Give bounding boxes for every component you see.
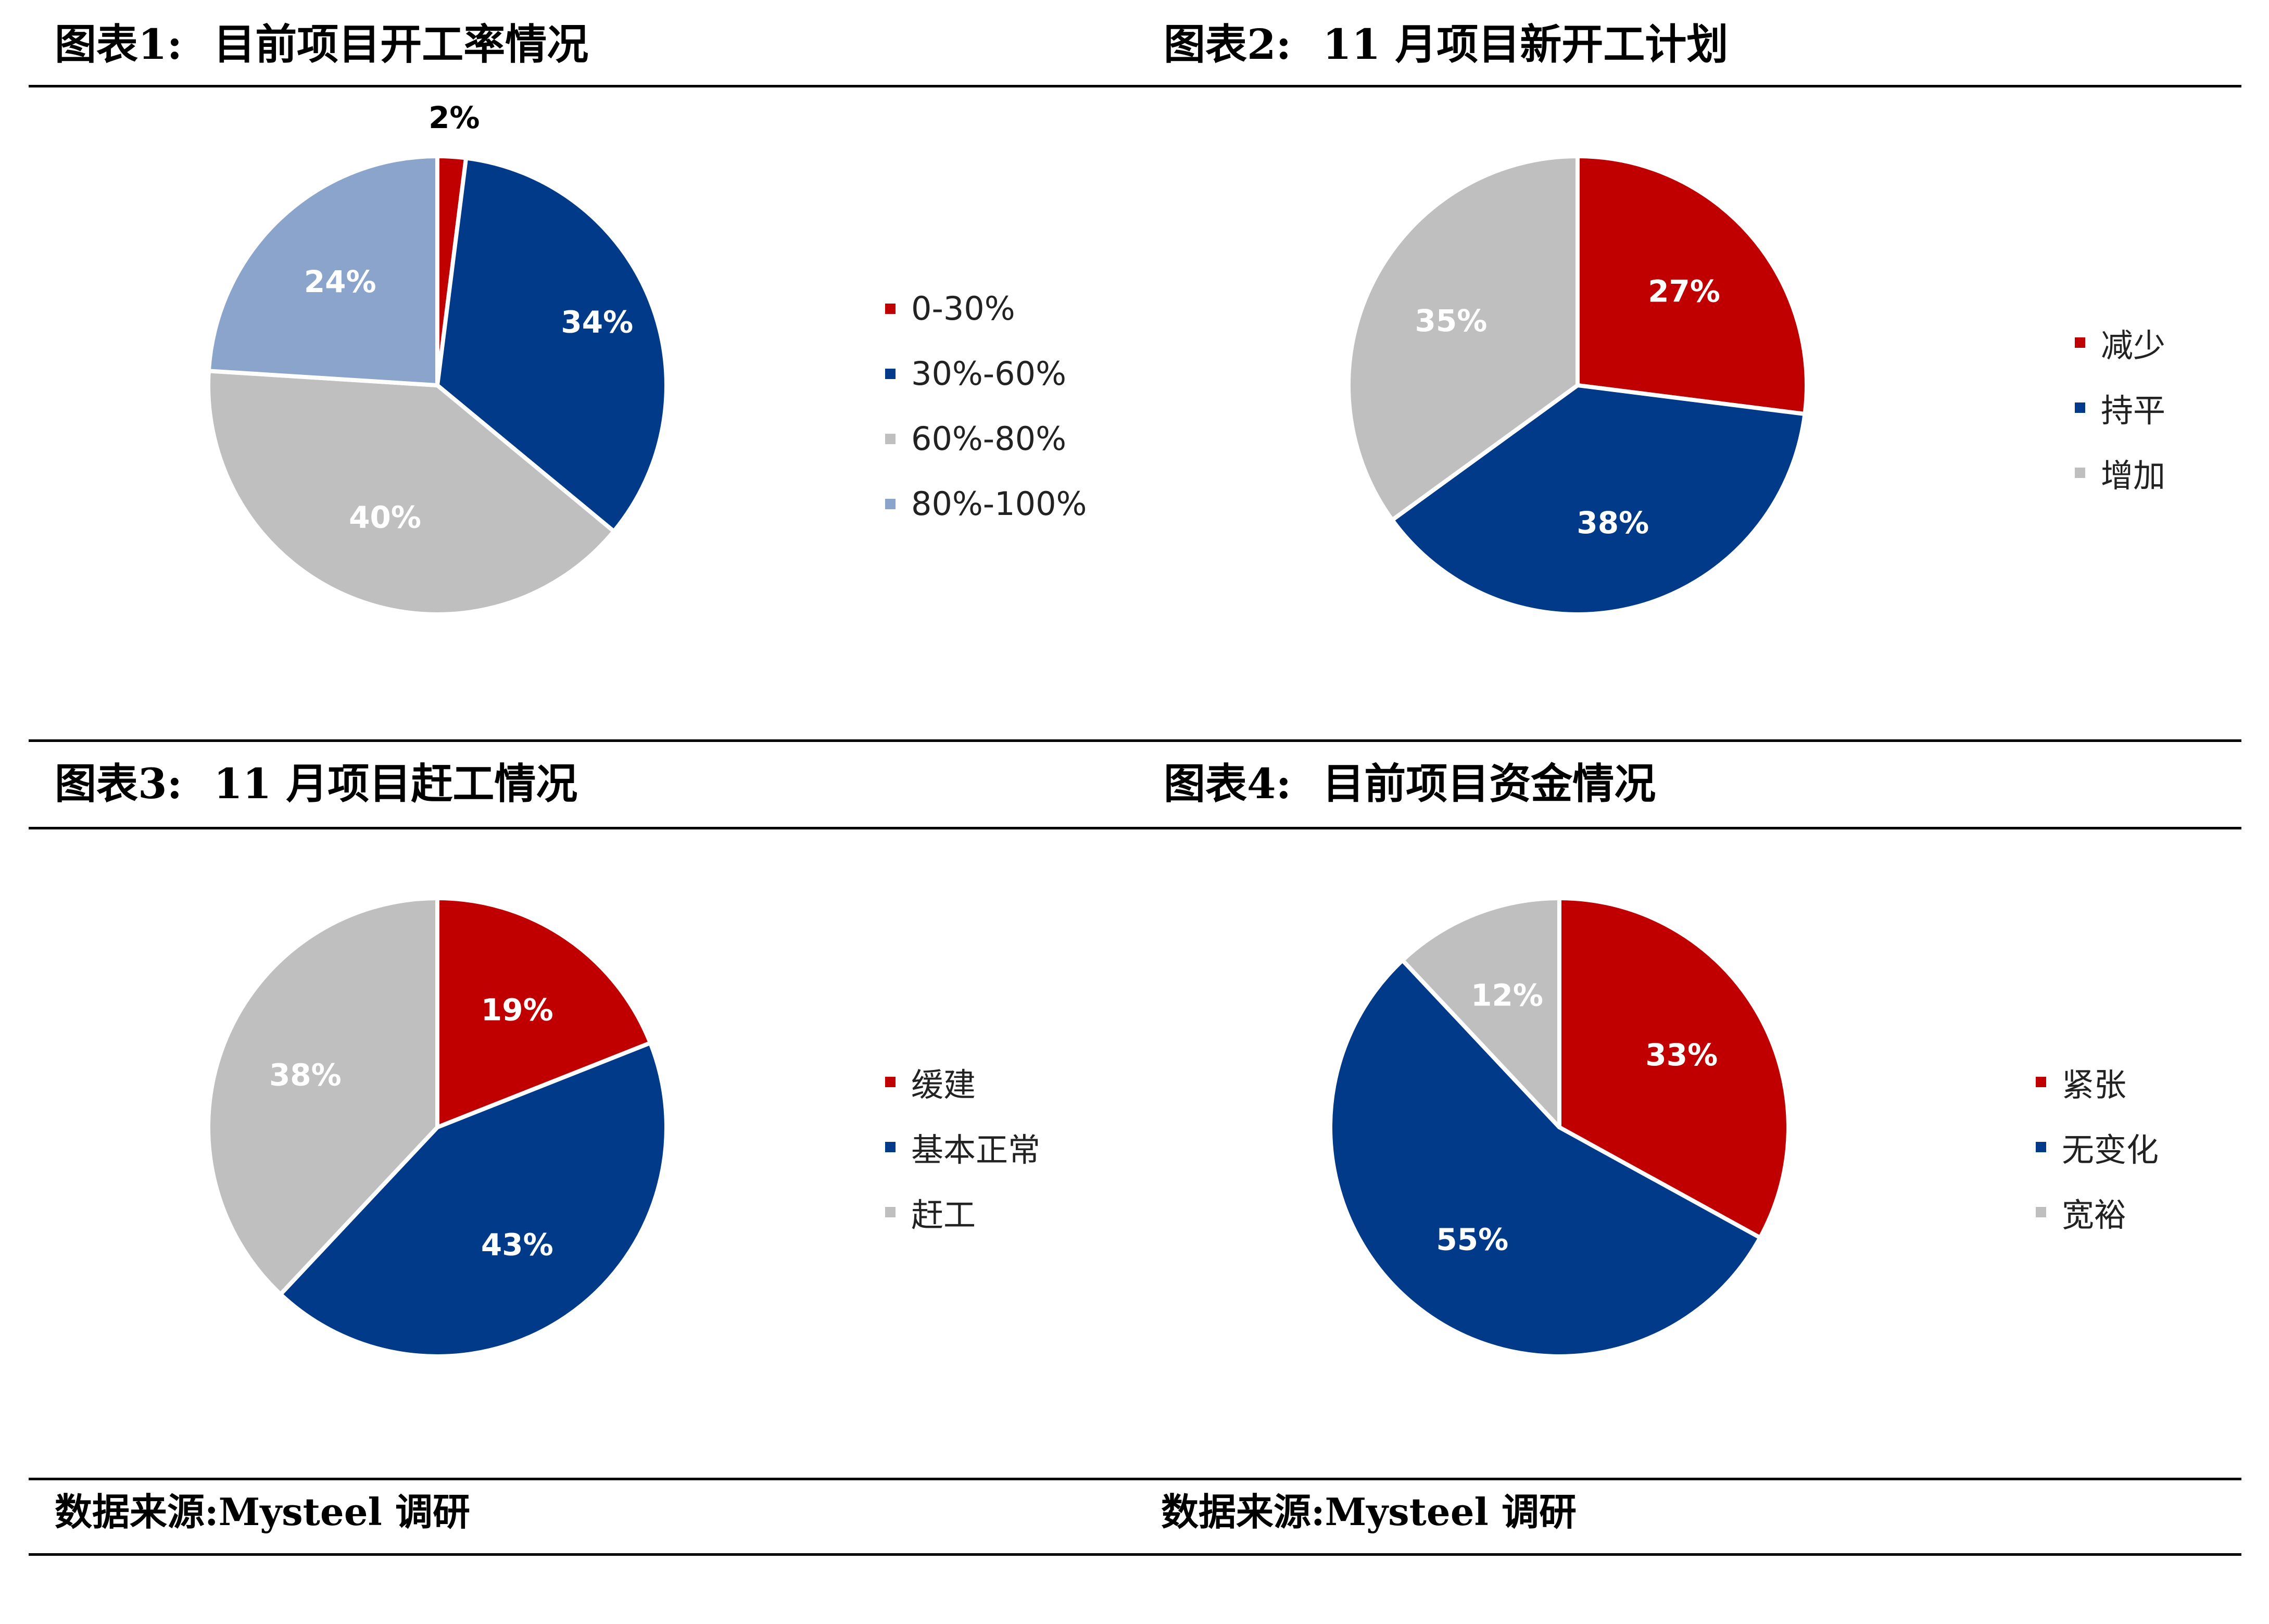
chart3-title-text: 11 月项目赶工情况 (213, 759, 578, 808)
chart4-legend-label: 无变化 (2062, 1130, 2159, 1169)
chart1-title-text: 目前项目开工率情况 (213, 20, 589, 69)
chart3-slice-label-1: 19% (481, 992, 553, 1027)
chart2-pie: 27% 38% 35% (1346, 154, 1809, 616)
chart1-legend-label: 80%-100% (911, 485, 1087, 523)
chart4-legend-marker (2036, 1206, 2046, 1217)
chart3-title-number: 图表3: (55, 759, 183, 808)
chart4-legend-item: 无变化 (2036, 1114, 2159, 1179)
chart1-slice-label-3: 40% (349, 500, 421, 535)
chart2-legend: 减少 持平 增加 (2075, 310, 2165, 505)
chart2-legend-item: 减少 (2075, 310, 2165, 375)
chart2-slice-label-3: 35% (1415, 303, 1488, 338)
chart2-legend-item: 增加 (2075, 440, 2165, 505)
chart3-legend-item: 基本正常 (885, 1114, 1040, 1179)
chart4-slice-label-3: 12% (1471, 977, 1543, 1013)
chart1-legend-item: 80%-100% (885, 471, 1087, 536)
chart2-legend-marker (2075, 402, 2085, 413)
chart3-legend-label: 基本正常 (911, 1130, 1041, 1169)
chart4-legend-label: 宽裕 (2062, 1195, 2127, 1234)
chart1-legend-marker (885, 303, 896, 314)
chart4-legend-item: 紧张 (2036, 1049, 2159, 1114)
chart1-legend-marker (885, 433, 896, 444)
chart4-slice-2 (1328, 958, 1762, 1358)
chart3-legend: 缓建 基本正常 赶工 (885, 1049, 1040, 1244)
chart1-legend-label: 0-30% (911, 289, 1015, 328)
chart1-legend-label: 60%-80% (911, 420, 1066, 458)
chart2-legend-marker (2075, 337, 2085, 348)
chart3-legend-label: 缓建 (911, 1065, 976, 1104)
chart2-legend-label: 增加 (2101, 456, 2166, 495)
chart3-slice-2 (278, 1041, 669, 1358)
chart3-legend-label: 赶工 (911, 1195, 976, 1234)
chart4-title-text: 目前项目资金情况 (1322, 759, 1656, 808)
chart3-legend-marker (885, 1076, 896, 1087)
chart4-legend-marker (2036, 1076, 2046, 1087)
chart4-legend-label: 紧张 (2062, 1065, 2127, 1104)
chart3-top-rule (29, 827, 2241, 829)
source-lower-rule (29, 1553, 2241, 1556)
chart2-title-number: 图表2: (1164, 20, 1292, 69)
chart1-slice-label-1: 2% (428, 100, 480, 135)
chart2-slice-1 (1575, 154, 1809, 417)
chart3-slice-label-2: 43% (481, 1227, 553, 1263)
chart2-title: 图表2: 11 月项目新开工计划 (1164, 23, 1728, 65)
chart2-legend-marker (2075, 467, 2085, 478)
chart2-slice-label-1: 27% (1648, 274, 1720, 309)
chart2-legend-label: 减少 (2101, 326, 2166, 364)
chart1-slice-4 (206, 154, 439, 387)
chart4-slice-label-1: 33% (1645, 1037, 1718, 1073)
chart3-legend-marker (885, 1206, 896, 1217)
chart1-legend-item: 30%-60% (885, 341, 1087, 406)
chart3-legend-item: 缓建 (885, 1049, 1040, 1114)
chart1-legend-marker (885, 498, 896, 509)
chart3-upper-rule (29, 739, 2241, 742)
chart1-title: 图表1: 目前项目开工率情况 (55, 23, 588, 65)
chart3-pie: 19% 43% 38% (206, 896, 669, 1358)
chart2-slice-3 (1346, 154, 1580, 522)
chart4-legend-marker (2036, 1141, 2046, 1152)
chart1-title-number: 图表1: (55, 20, 183, 69)
chart4-pie: 33% 55% 12% (1328, 896, 1791, 1358)
chart2-title-text: 11 月项目新开工计划 (1322, 20, 1729, 69)
chart1-top-rule (29, 85, 1135, 87)
chart4-slice-3 (1400, 896, 1561, 1129)
chart2-legend-item: 持平 (2075, 375, 2165, 440)
chart4-title: 图表4: 目前项目资金情况 (1164, 763, 1656, 804)
chart3-legend-marker (885, 1141, 896, 1152)
chart1-legend-item: 60%-80% (885, 406, 1087, 471)
chart4-title-number: 图表4: (1164, 759, 1292, 808)
chart4-slice-1 (1557, 896, 1791, 1240)
chart1-slice-label-4: 24% (304, 264, 376, 299)
source-right: 数据来源:Mysteel 调研 (1161, 1490, 1577, 1534)
chart4-legend-item: 宽裕 (2036, 1179, 2159, 1244)
chart2-legend-label: 持平 (2101, 391, 2166, 430)
chart4-legend: 紧张 无变化 宽裕 (2036, 1049, 2159, 1244)
chart3-slice-3 (206, 896, 439, 1296)
chart1-slice-2 (435, 156, 669, 534)
chart3-title: 图表3: 11 月项目赶工情况 (55, 763, 577, 804)
chart1-legend-item: 0-30% (885, 276, 1087, 341)
chart2-top-rule (1135, 85, 2241, 87)
chart1-legend-label: 30%-60% (911, 355, 1066, 393)
chart3-slice-1 (435, 896, 653, 1129)
chart1-legend-marker (885, 368, 896, 379)
source-upper-rule (29, 1478, 2241, 1480)
chart4-slice-label-2: 55% (1436, 1222, 1508, 1257)
chart1-pie: 2% 34% 40% 24% (206, 100, 669, 616)
chart1-slice-3 (206, 369, 616, 616)
chart1-legend: 0-30% 30%-60% 60%-80% 80%-100% (885, 276, 1087, 536)
chart3-slice-label-3: 38% (269, 1058, 342, 1093)
chart3-legend-item: 赶工 (885, 1179, 1040, 1244)
chart2-slice-2 (1390, 383, 1807, 616)
chart2-slice-label-2: 38% (1577, 505, 1649, 540)
chart1-slice-label-2: 34% (561, 305, 633, 340)
source-left: 数据来源:Mysteel 调研 (55, 1490, 470, 1534)
